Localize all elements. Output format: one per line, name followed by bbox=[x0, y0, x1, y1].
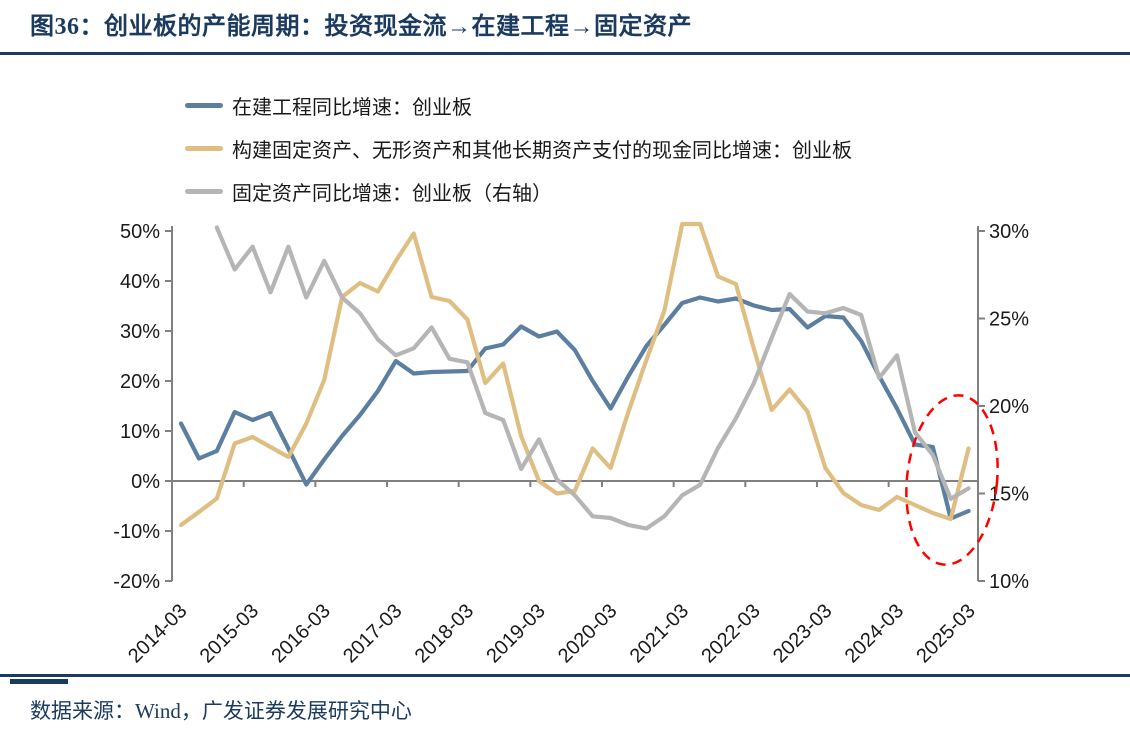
right-axis-tick-label: 25% bbox=[989, 309, 1029, 331]
left-axis-tick-label: 20% bbox=[120, 371, 160, 393]
x-axis-label: 2025-03 bbox=[912, 600, 979, 667]
x-axis-label: 2018-03 bbox=[411, 600, 478, 667]
series-line-0 bbox=[178, 295, 971, 521]
right-axis-tick-label: 20% bbox=[989, 396, 1029, 418]
title-underline bbox=[0, 52, 1130, 55]
chart-legend: 在建工程同比增速：创业板构建固定资产、无形资产和其他长期资产支付的现金同比增速：… bbox=[185, 84, 852, 213]
left-axis-tick-label: -20% bbox=[113, 571, 160, 593]
x-axis-label: 2015-03 bbox=[196, 600, 263, 667]
left-axis-tick-label: 50% bbox=[120, 221, 160, 243]
right-axis-tick-label: 10% bbox=[989, 571, 1029, 593]
legend-label: 构建固定资产、无形资产和其他长期资产支付的现金同比增速：创业板 bbox=[232, 140, 852, 162]
x-axis-label: 2022-03 bbox=[697, 600, 764, 667]
annotation-ellipse bbox=[905, 394, 999, 566]
footer-rule bbox=[0, 674, 1130, 677]
legend-line-swatch bbox=[185, 189, 223, 194]
legend-item-2: 固定资产同比增速：创业板（右轴） bbox=[185, 170, 852, 213]
series-line-2 bbox=[214, 225, 971, 531]
x-axis-label: 2023-03 bbox=[769, 600, 836, 667]
x-axis-label: 2020-03 bbox=[554, 600, 621, 667]
legend-line-swatch bbox=[185, 146, 223, 151]
left-axis-tick-label: 10% bbox=[120, 421, 160, 443]
x-axis-label: 2024-03 bbox=[841, 600, 908, 667]
x-axis-label: 2014-03 bbox=[124, 600, 191, 667]
x-axis-label: 2016-03 bbox=[267, 600, 334, 667]
x-axis-label: 2019-03 bbox=[482, 600, 549, 667]
x-axis-label: 2021-03 bbox=[626, 600, 693, 667]
left-axis-tick-label: 40% bbox=[120, 271, 160, 293]
right-axis-tick-label: 30% bbox=[989, 221, 1029, 243]
series-line-1 bbox=[178, 221, 971, 528]
legend-item-0: 在建工程同比增速：创业板 bbox=[185, 84, 852, 127]
left-axis-tick-label: -10% bbox=[113, 521, 160, 543]
figure-title: 图36：创业板的产能周期：投资现金流→在建工程→固定资产 bbox=[30, 14, 692, 40]
x-axis-label: 2017-03 bbox=[339, 600, 406, 667]
left-axis-tick-label: 30% bbox=[120, 321, 160, 343]
footer-rule-accent bbox=[10, 679, 68, 684]
left-axis-tick-label: 0% bbox=[131, 471, 160, 493]
data-source: 数据来源：Wind，广发证券发展研究中心 bbox=[30, 699, 412, 723]
legend-line-swatch bbox=[185, 103, 223, 108]
legend-label: 在建工程同比增速：创业板 bbox=[232, 97, 472, 119]
right-axis-tick-label: 15% bbox=[989, 484, 1029, 506]
legend-item-1: 构建固定资产、无形资产和其他长期资产支付的现金同比增速：创业板 bbox=[185, 127, 852, 170]
legend-label: 固定资产同比增速：创业板（右轴） bbox=[232, 183, 552, 205]
